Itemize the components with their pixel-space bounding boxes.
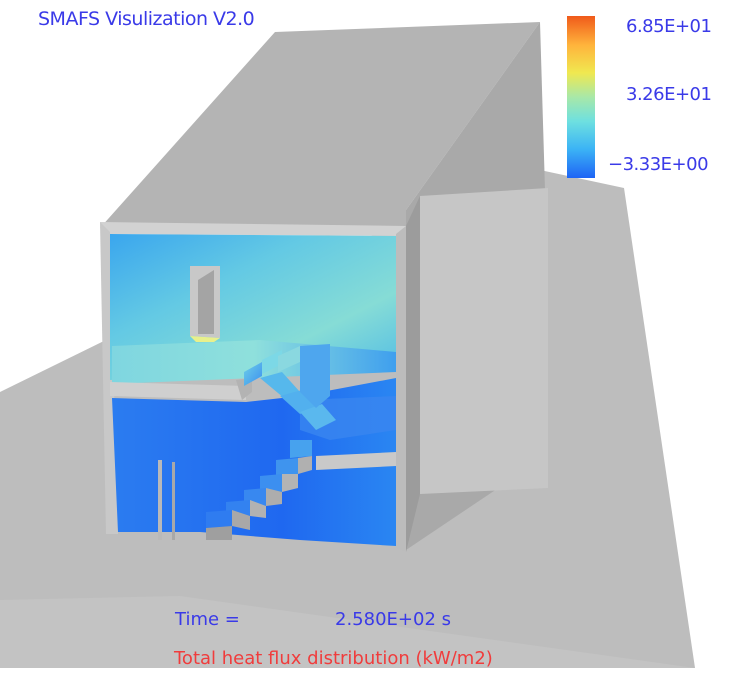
legend-color-bar [567,16,595,178]
caption: Total heat flux distribution (kW/m2) [174,648,493,669]
floor-slab [110,382,246,400]
room-frame-left [100,222,118,534]
room-frame-top [100,222,406,236]
front-wall-pillar-edge [406,196,420,552]
legend-min-label: −3.33E+00 [608,154,709,175]
room-frame-right [396,226,406,552]
legend-max-label: 6.85E+01 [626,16,712,37]
time-value: 2.580E+02 s [335,609,451,630]
window-opening-inner [198,270,214,334]
mezzanine-slab [316,452,396,470]
app-title: SMAFS Visulization V2.0 [38,8,255,30]
building-roof [100,22,540,230]
column-left [158,460,162,540]
legend-mid-label: 3.26E+01 [626,84,712,105]
staircase-lower [206,440,312,540]
ground-plane-shade [0,596,695,668]
front-wall-pillar [420,188,548,494]
column-right [172,462,175,540]
time-label: Time = [175,609,240,630]
staircase-upper [244,344,336,430]
window-sill [190,336,220,342]
